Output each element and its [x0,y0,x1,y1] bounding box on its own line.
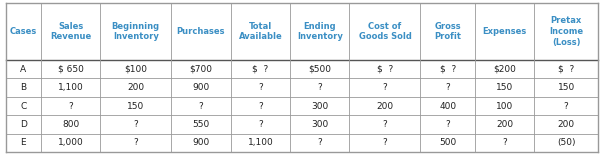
Text: 200: 200 [376,102,394,111]
Text: A: A [21,65,27,74]
Text: 150: 150 [557,83,575,92]
Text: 200: 200 [557,120,574,129]
Text: Ending
Inventory: Ending Inventory [297,22,342,41]
Text: D: D [20,120,27,129]
Text: ?: ? [133,138,138,147]
Text: ?: ? [445,120,450,129]
Text: ?: ? [502,138,507,147]
Text: 550: 550 [192,120,210,129]
Text: $  ?: $ ? [440,65,456,74]
Text: 150: 150 [127,102,144,111]
Text: $  ?: $ ? [558,65,574,74]
Text: Sales
Revenue: Sales Revenue [50,22,91,41]
Text: ?: ? [258,102,263,111]
Text: 200: 200 [127,83,144,92]
Text: $100: $100 [124,65,147,74]
Text: $ 650: $ 650 [57,65,83,74]
Text: 1,100: 1,100 [57,83,83,92]
Text: Gross
Profit: Gross Profit [434,22,461,41]
Text: $  ?: $ ? [377,65,393,74]
Text: 300: 300 [311,120,329,129]
Text: 900: 900 [192,83,210,92]
Text: Pretax
Income
(Loss): Pretax Income (Loss) [549,16,583,47]
Text: ?: ? [317,138,322,147]
Text: 300: 300 [311,102,329,111]
Text: 100: 100 [496,102,513,111]
Text: Cost of
Goods Sold: Cost of Goods Sold [359,22,411,41]
Text: C: C [21,102,27,111]
Text: ?: ? [317,83,322,92]
Text: 500: 500 [439,138,456,147]
Text: 150: 150 [496,83,513,92]
Text: 200: 200 [496,120,513,129]
Text: ?: ? [199,102,204,111]
Text: Purchases: Purchases [177,27,225,36]
Text: $  ?: $ ? [252,65,268,74]
Text: Total
Available: Total Available [239,22,282,41]
Text: 400: 400 [439,102,456,111]
Text: Cases: Cases [10,27,37,36]
Text: $500: $500 [308,65,331,74]
Text: ?: ? [445,83,450,92]
Text: $700: $700 [190,65,213,74]
Text: 1,100: 1,100 [248,138,273,147]
Text: E: E [21,138,26,147]
Text: Beginning
Inventory: Beginning Inventory [112,22,160,41]
Text: (50): (50) [557,138,576,147]
Text: ?: ? [68,102,73,111]
Text: ?: ? [258,120,263,129]
Text: ?: ? [564,102,568,111]
Text: ?: ? [382,138,387,147]
Text: 800: 800 [62,120,79,129]
Text: Expenses: Expenses [483,27,527,36]
Text: ?: ? [382,120,387,129]
Text: ?: ? [133,120,138,129]
Text: 900: 900 [192,138,210,147]
Text: $200: $200 [493,65,516,74]
Text: B: B [21,83,27,92]
Text: ?: ? [382,83,387,92]
Text: ?: ? [258,83,263,92]
Text: 1,000: 1,000 [57,138,83,147]
